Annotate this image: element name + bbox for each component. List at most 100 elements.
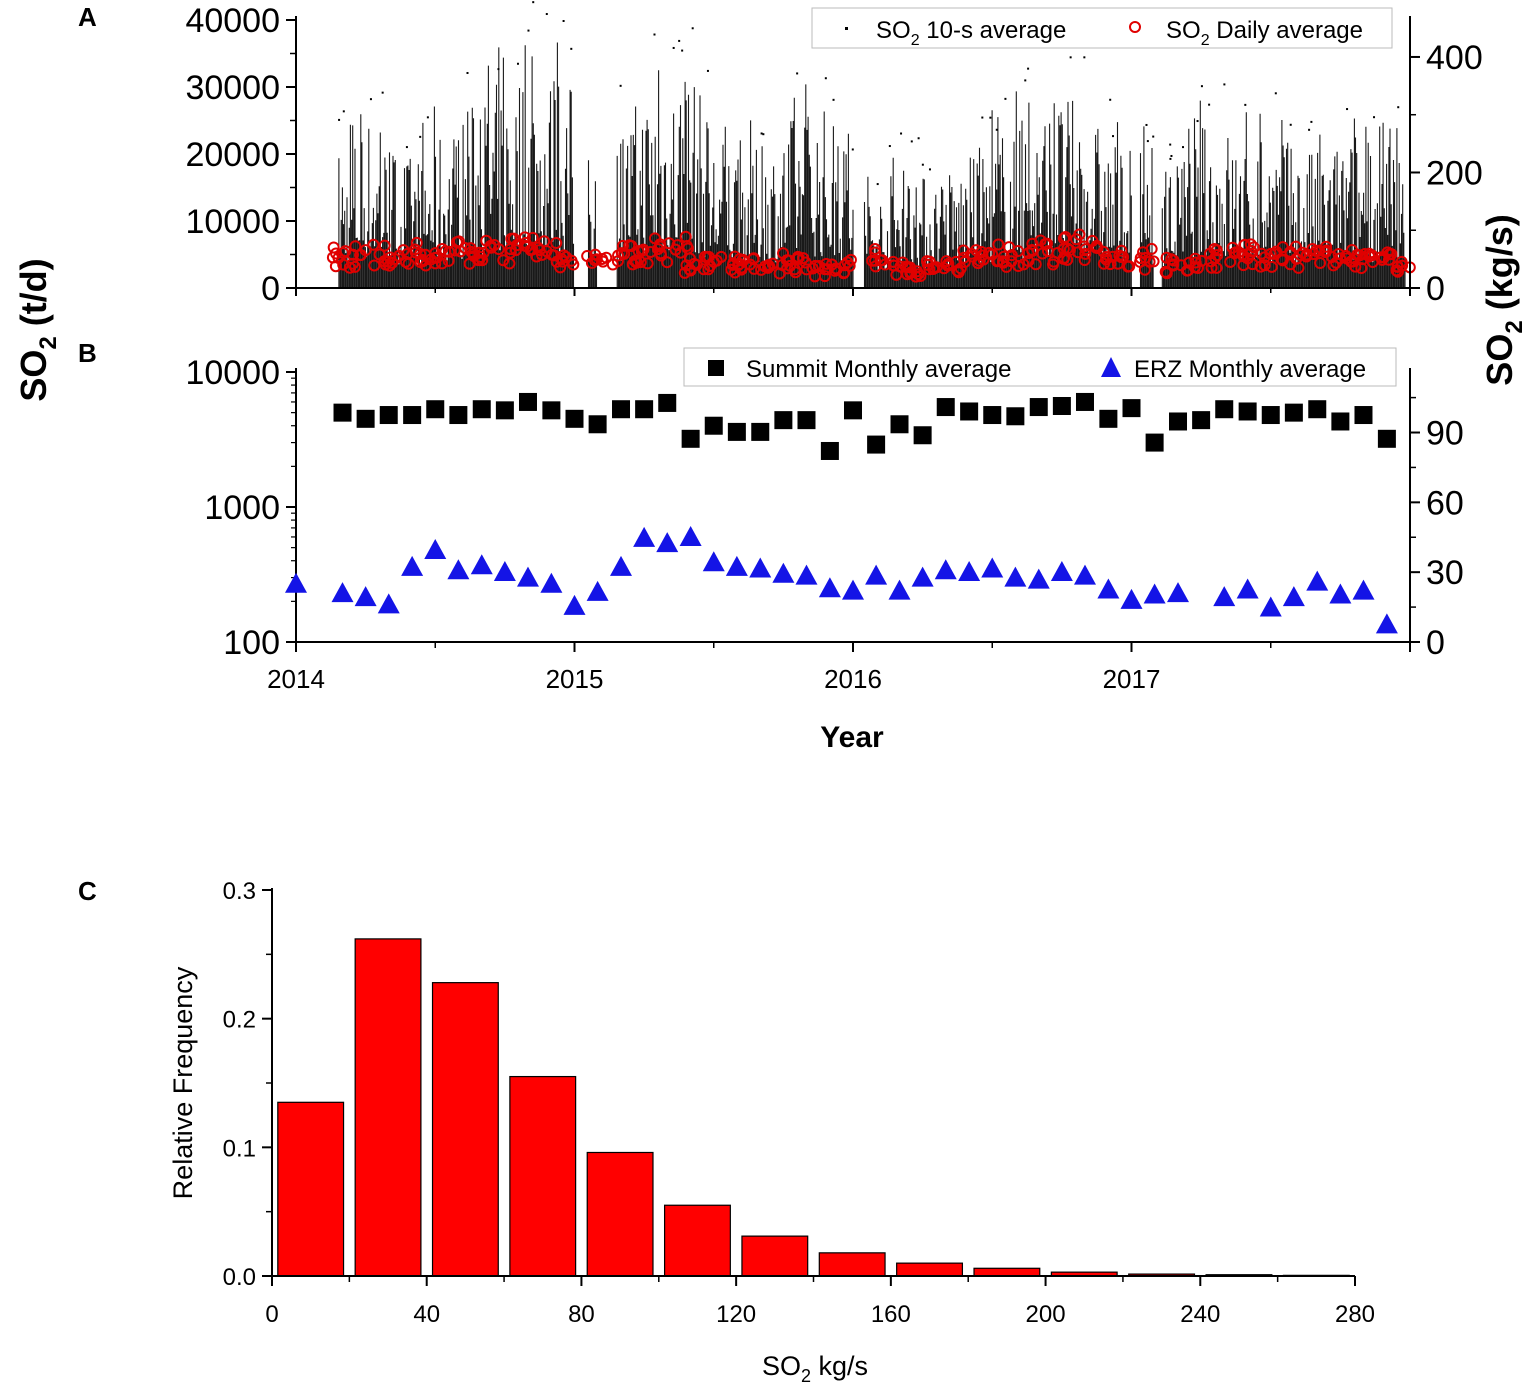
erz-point [1259,596,1282,617]
erz-point [1097,578,1120,599]
daily-average-point [330,247,343,260]
daily-average-point [611,255,624,268]
summit-point [1029,398,1048,417]
summit-point [333,403,352,422]
daily-average-point [1159,265,1172,278]
daily-average-point [715,250,728,263]
summit-series [333,392,1396,460]
daily-average-point [1063,244,1076,257]
daily-average-point [1224,255,1237,268]
daily-average-point [1294,248,1307,261]
panel-a-legend: SO2 10-s average SO2 Daily average [811,7,1393,49]
daily-average-point [982,246,995,259]
raw-10s-point [1182,146,1185,149]
daily-average-point [1189,256,1202,269]
summit-point [612,400,631,419]
panel-c-y-tick-label: 0.3 [223,878,256,905]
daily-average-point [1017,258,1030,271]
legend-box [811,7,1393,49]
legend-marker-erz [1101,357,1121,377]
daily-average-point [443,245,456,258]
daily-average-point [1334,252,1347,265]
panel-a-left-tick-label: 10000 [185,203,280,241]
daily-average-point [397,244,410,257]
daily-average-point [536,248,549,261]
erz-point [818,577,841,598]
panel-a-left-tick-label: 0 [261,270,280,308]
daily-average-point [1026,243,1039,256]
daily-average-series [326,228,1416,283]
daily-average-point [518,239,531,252]
erz-point [1120,588,1143,609]
daily-average-point [797,252,810,265]
summit-point [820,441,839,460]
raw-10s-point [527,29,530,32]
raw-10s-point [466,71,469,74]
daily-average-point [1391,265,1404,278]
daily-average-point [1211,249,1224,262]
panel-c-x-tick-label: 240 [1180,1301,1220,1328]
erz-point [842,579,864,600]
raw-10s-point [678,39,681,42]
daily-average-point [414,247,427,260]
erz-point [725,555,748,576]
summit-point [1145,433,1164,452]
panel-c-xlabel: SO2 kg/s [762,1351,868,1386]
erz-point [1073,564,1096,585]
daily-average-point [1058,251,1071,264]
raw-10s-point [1310,120,1313,123]
daily-average-point [1137,246,1150,259]
daily-average-point [1012,259,1025,272]
summit-point [1238,402,1257,421]
daily-average-point [844,253,857,266]
raw-10s-point [1146,140,1149,143]
raw-10s-point [1223,83,1226,86]
daily-average-point [792,251,805,264]
raw-10s-point [1208,103,1211,106]
erz-point [401,555,424,576]
legend-daily-label: SO2 Daily average [1166,17,1363,49]
panel-c-axes: 0.0 0.1 0.2 0.3 0 40 80 120 160 200 240 280 [223,878,1375,1328]
raw-10s-point [1397,106,1400,109]
erz-point [516,566,539,587]
daily-average-point [1355,262,1368,275]
raw-10s-point [888,145,891,148]
panel-a-left-tick-label: 20000 [185,136,280,174]
summit-point [704,416,723,435]
daily-average-point [428,251,441,264]
summit-point [1052,396,1071,415]
erz-point [447,559,470,580]
daily-average-point [1314,256,1327,269]
summit-point [635,400,654,419]
erz-point [702,551,725,572]
erz-point [1050,561,1073,582]
summit-point [379,406,398,425]
summit-point [1354,406,1373,425]
daily-average-point [349,240,362,253]
daily-average-point [354,248,367,261]
daily-average-point [1382,253,1395,266]
summit-point [1284,403,1303,422]
daily-average-point [367,238,380,251]
raw-10s-point [824,77,827,80]
daily-average-point [419,259,432,272]
daily-average-point [1181,264,1194,277]
raw-10s-point [917,137,920,140]
daily-average-point [747,252,760,265]
daily-average-point [384,251,397,264]
raw-10s-point [900,132,903,135]
raw-10s-point [405,146,408,149]
raw-10s-point [1112,135,1115,138]
panel-c-ylabel: Relative Frequency [168,966,198,1199]
panel-c: 0.0 0.1 0.2 0.3 0 40 80 120 160 200 240 280 Relativ… [168,878,1375,1386]
daily-average-point [1300,250,1313,263]
shared-left-axis-title: SO2 (t/d) [13,258,62,401]
daily-average-point [1134,252,1147,265]
daily-average-point [1276,241,1289,254]
panel-c-x-tick-label: 200 [1026,1301,1066,1328]
daily-average-point [1296,246,1309,259]
raw-10s-point [342,110,345,113]
erz-point [377,593,400,614]
erz-point [934,559,957,580]
